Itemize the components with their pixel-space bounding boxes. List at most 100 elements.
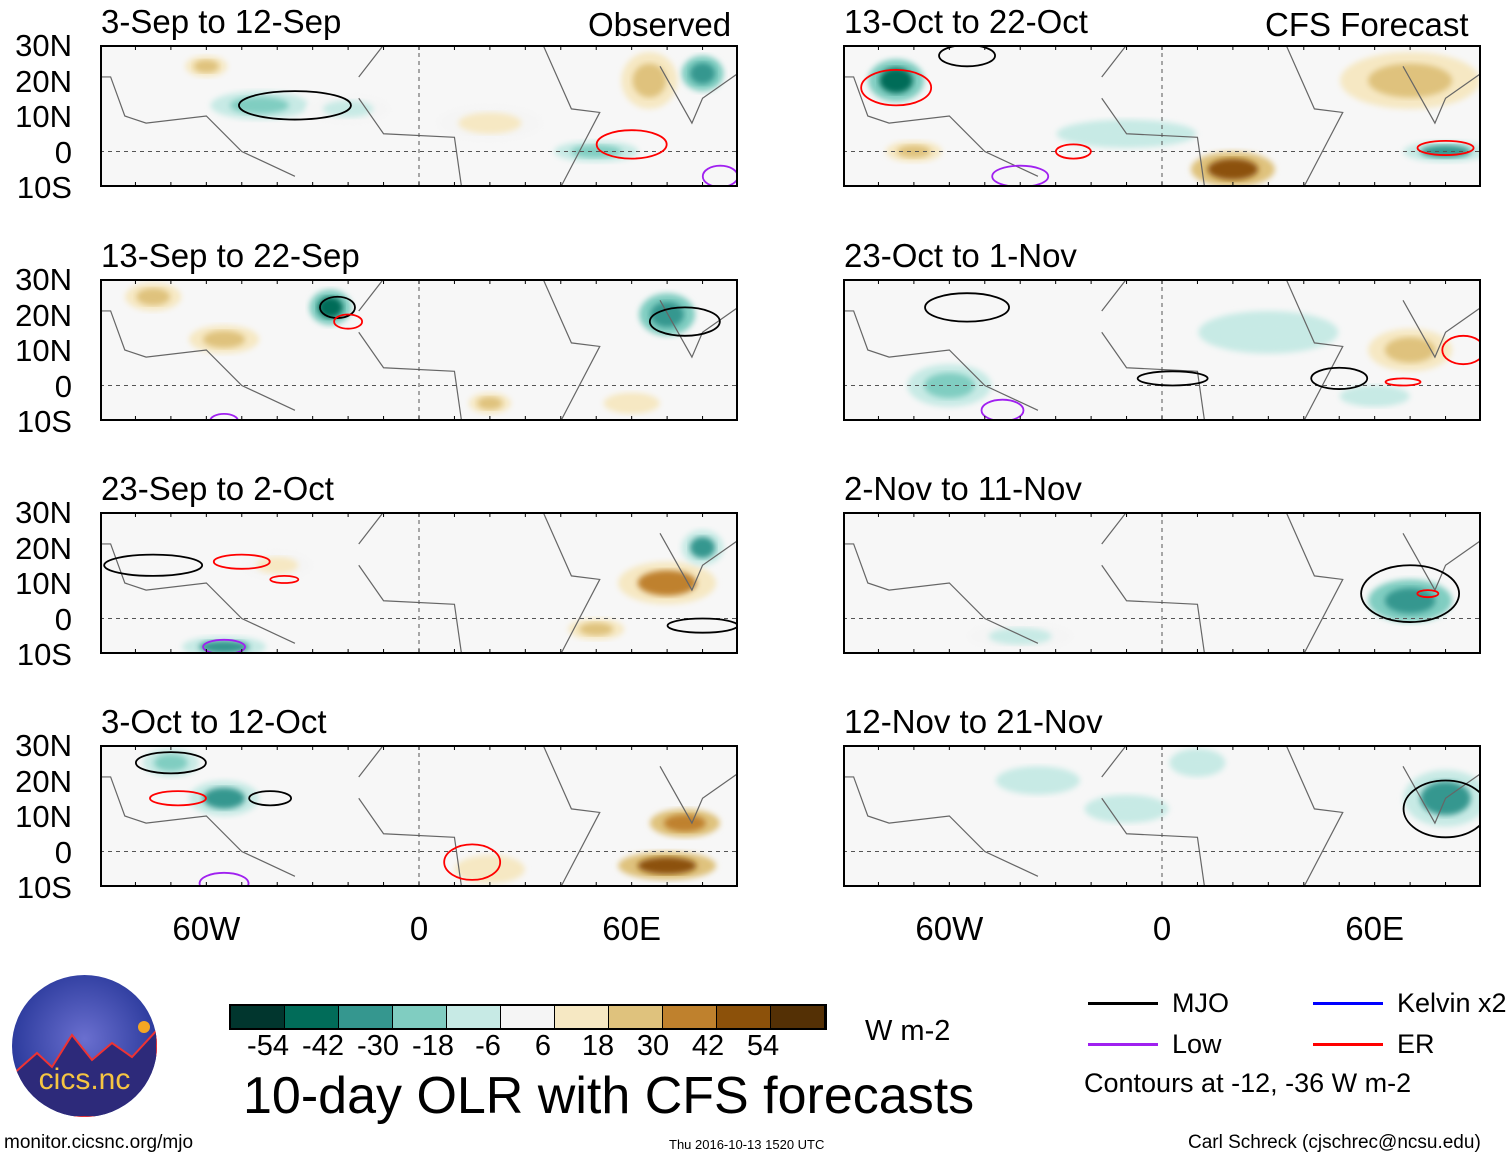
contour-low [991, 164, 1050, 187]
contour-er [269, 574, 300, 584]
lat-label: 20N [15, 763, 72, 799]
colorbar-label: -30 [357, 1030, 399, 1062]
legend-label: MJO [1172, 988, 1229, 1018]
colorbar-swatch [231, 1006, 285, 1028]
lat-label: 0 [54, 601, 72, 637]
lon-label: 0 [1152, 910, 1172, 947]
colorbar-label: 42 [691, 1030, 725, 1062]
olr-anomaly [663, 814, 706, 832]
contour-note: Contours at -12, -36 W m-2 [1084, 1068, 1412, 1098]
olr-anomaly [203, 330, 246, 348]
olr-anomaly [637, 570, 697, 596]
olr-anomaly [988, 627, 1052, 645]
colorbar-swatch [501, 1006, 555, 1028]
colorbar-swatch [771, 1006, 825, 1028]
contour-er [443, 843, 502, 881]
lat-label: 0 [54, 834, 72, 870]
lon-label: 60E [1345, 910, 1405, 947]
colorbar-label: 6 [534, 1030, 552, 1062]
lat-label: 20N [15, 530, 72, 566]
contour-er [860, 68, 933, 107]
contour-low [980, 398, 1025, 421]
panel-title: 3-Sep to 12-Sep [101, 3, 342, 40]
footer-author: Carl Schreck (cjschrec@ncsu.edu) [1188, 1132, 1481, 1153]
legend-label: Kelvin x2 [1397, 988, 1507, 1018]
olr-anomaly [689, 62, 716, 85]
logo-text: cics.nc [38, 1063, 131, 1096]
olr-map-panel [843, 279, 1481, 421]
contour-mjo [1136, 370, 1209, 387]
lat-label: 10N [15, 566, 72, 601]
olr-anomaly [203, 787, 246, 809]
colorbar-swatch [609, 1006, 663, 1028]
colorbar-label: 18 [581, 1030, 615, 1062]
olr-anomaly [1101, 800, 1152, 818]
contour-er [1441, 334, 1481, 366]
forecast-label: CFS Forecast [1265, 6, 1469, 43]
olr-anomaly [879, 67, 913, 94]
contour-mjo [248, 790, 293, 807]
olr-anomaly [477, 396, 503, 410]
olr-anomaly [1012, 771, 1064, 790]
lat-label: 10N [15, 799, 72, 834]
colorbar-label: -54 [247, 1030, 289, 1062]
lat-label: 10S [16, 170, 72, 205]
legend-label: Low [1172, 1029, 1222, 1059]
olr-anomaly [689, 536, 716, 559]
olr-anomaly [136, 288, 170, 306]
olr-anomaly [1384, 587, 1436, 614]
footer-timestamp: Thu 2016-10-13 1520 UTC [669, 1137, 825, 1152]
olr-map-panel [843, 512, 1481, 654]
lat-label: 10S [16, 870, 72, 905]
legend-label: ER [1397, 1029, 1435, 1059]
contour-er [149, 790, 207, 807]
panel-title: 23-Sep to 2-Oct [101, 470, 334, 507]
olr-anomaly [1368, 63, 1453, 98]
legend-item: Low [1088, 1029, 1222, 1060]
contour-low [701, 164, 738, 187]
colorbar-units: W m-2 [865, 1015, 951, 1047]
contour-er [1416, 139, 1475, 156]
colorbar-swatch [663, 1006, 717, 1028]
olr-map-panel [843, 745, 1481, 887]
olr-anomaly [632, 63, 667, 98]
colorbar-label: 54 [746, 1030, 780, 1062]
contour-mjo [1310, 366, 1369, 390]
legend-item: Kelvin x2 [1313, 988, 1507, 1019]
panel-title: 3-Oct to 12-Oct [101, 703, 327, 740]
contour-er [212, 553, 271, 570]
cics-logo: cics.nc [12, 975, 157, 1117]
contour-mjo [319, 295, 356, 319]
panel-title: 23-Oct to 1-Nov [844, 237, 1077, 274]
contour-low [198, 871, 250, 887]
colorbar-swatch [555, 1006, 609, 1028]
contour-mjo [1402, 779, 1481, 839]
colorbar-label: -6 [475, 1030, 501, 1062]
observed-label: Observed [588, 6, 732, 43]
olr-anomaly [1226, 319, 1311, 346]
contour-er [595, 129, 668, 160]
lat-label: 20N [15, 63, 72, 99]
panel-title: 12-Nov to 21-Nov [844, 703, 1103, 740]
lat-label: 0 [54, 134, 72, 170]
panel-title: 2-Nov to 11-Nov [844, 470, 1082, 507]
lat-label: 30N [15, 262, 72, 297]
colorbar-label: -18 [412, 1030, 454, 1062]
olr-map-panel [100, 512, 738, 654]
lat-label: 20N [15, 297, 72, 333]
contour-er [1384, 377, 1422, 387]
contour-mjo [1360, 564, 1461, 623]
panel-title: 13-Sep to 22-Sep [101, 237, 360, 274]
olr-anomaly [614, 396, 649, 410]
contour-mjo [938, 45, 996, 68]
lat-label: 10N [15, 333, 72, 368]
colorbar-swatch [285, 1006, 339, 1028]
olr-map-panel [100, 45, 738, 187]
legend-line-icon [1313, 1002, 1383, 1005]
lat-label: 30N [15, 28, 72, 63]
colorbar-swatch [447, 1006, 501, 1028]
footer-url[interactable]: monitor.cicsnc.org/mjo [4, 1132, 194, 1153]
olr-anomaly [230, 96, 289, 114]
legend-item: ER [1313, 1029, 1435, 1060]
contour-mjo [134, 751, 207, 775]
